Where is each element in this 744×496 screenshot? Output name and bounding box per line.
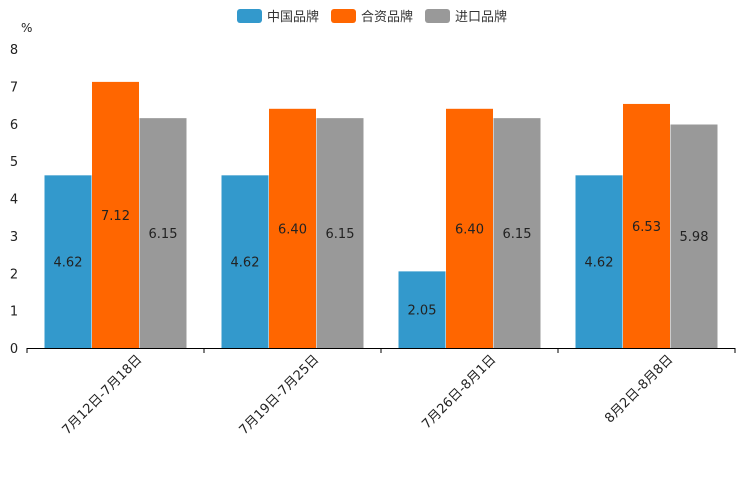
y-tick-label-5: 5 [10,155,18,170]
legend-swatch-import [425,8,450,23]
data-label-0-3: 4.62 [585,256,614,271]
legend-swatch-china [236,8,262,23]
data-label-0-0: 4.62 [54,256,83,271]
data-label-2-3: 5.98 [680,230,709,245]
data-label-2-0: 6.15 [149,227,178,242]
x-tick-label-0: 7月12日-7月18日 [60,352,146,438]
x-tick-label-1: 7月19日-7月25日 [237,352,323,438]
bar-2-1 [316,118,364,348]
data-label-1-3: 6.53 [632,220,661,235]
y-tick-label-4: 4 [10,193,18,208]
bar-0-0 [44,175,92,348]
bar-1-0 [92,81,139,348]
data-label-2-1: 6.15 [326,227,355,242]
bar-2-3 [670,124,718,348]
legend-label-joint: 合资品牌 [360,10,413,25]
legend-swatch-joint [330,8,356,23]
bar-0-1 [221,175,269,348]
x-tick-label-2: 7月26日-8月1日 [419,352,499,432]
legend-label-china: 中国品牌 [266,10,319,25]
bar-1-3 [623,103,670,348]
y-tick-label-7: 7 [10,80,18,95]
legend-item-china[interactable]: 中国品牌 [236,6,319,25]
y-tick-label-1: 1 [10,305,18,320]
legend-label-import: 进口品牌 [455,10,508,25]
x-tick-label-3: 8月2日-8月8日 [602,352,676,426]
y-tick-label-3: 3 [10,230,18,245]
y-axis-unit: % [21,21,33,35]
bar-1-1 [269,108,316,348]
data-label-1-1: 6.40 [278,222,307,237]
data-label-0-1: 4.62 [231,256,260,271]
bar-2-0 [139,118,187,348]
bar-0-2 [398,271,446,348]
data-label-2-2: 6.15 [503,227,532,242]
y-tick-label-8: 8 [10,43,18,58]
bar-2-2 [493,118,541,348]
y-tick-label-0: 0 [10,342,18,357]
y-tick-label-2: 2 [10,267,18,282]
legend-item-import[interactable]: 进口品牌 [425,6,507,25]
legend: 中国品牌 合资品牌 进口品牌 [0,6,744,25]
data-label-1-0: 7.12 [101,209,130,224]
y-tick-label-6: 6 [10,118,18,133]
bar-0-3 [575,175,623,348]
legend-item-joint[interactable]: 合资品牌 [330,6,413,25]
data-label-1-2: 6.40 [455,222,484,237]
bar-1-2 [446,108,493,348]
data-label-0-2: 2.05 [408,304,437,319]
